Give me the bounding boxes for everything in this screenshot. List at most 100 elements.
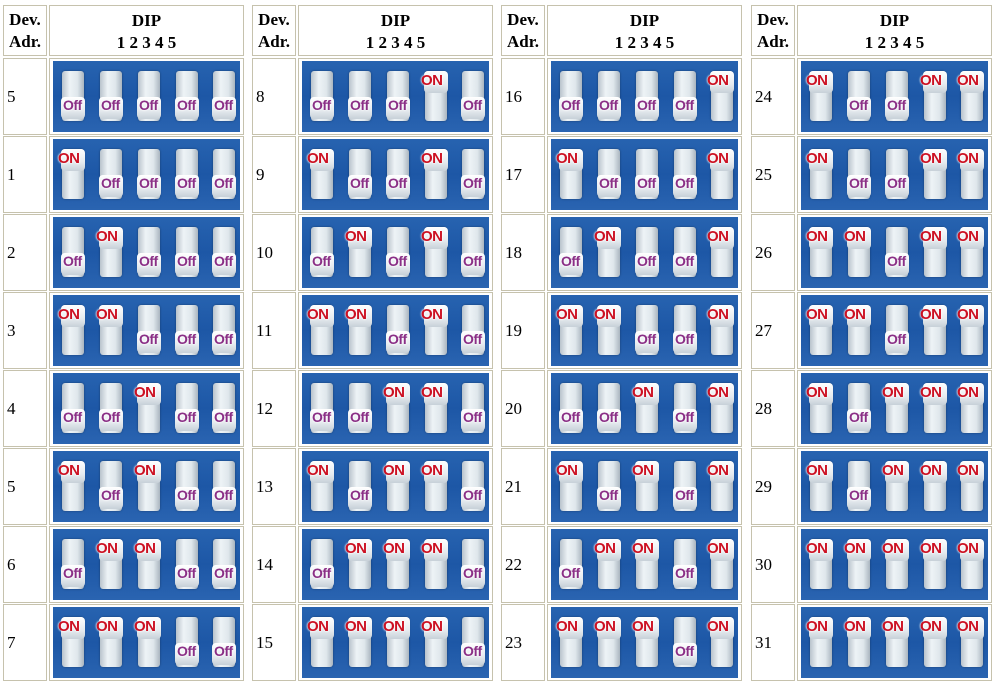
switch-lever [847, 539, 871, 561]
dip-switch-5: ON [707, 71, 734, 121]
switch-state-label: ON [421, 306, 443, 323]
dip-switch-4: ON [920, 617, 947, 667]
switch-state-label: ON [345, 306, 367, 323]
dip-switch-block: Off Off ON Off ON [551, 373, 738, 444]
dip-switch-1: Off [61, 71, 85, 121]
dip-switch-3: Off [635, 227, 659, 277]
dip-switch-4: ON [920, 149, 947, 199]
dip-switch-cell: ON Off Off ON ON [797, 136, 992, 213]
switch-lever [960, 617, 984, 639]
dip-switch-1: ON [307, 305, 334, 355]
device-address: 28 [755, 398, 772, 418]
device-address: 24 [755, 86, 772, 106]
switch-state-label: Off [849, 97, 868, 113]
switch-state-label: Off [177, 253, 196, 269]
switch-state-label: Off [849, 409, 868, 425]
switch-state-label: Off [675, 643, 694, 659]
switch-lever [885, 383, 909, 405]
switch-state-label: ON [421, 72, 443, 89]
dip-switch-2: Off [597, 383, 621, 433]
switch-state-label: Off [637, 175, 656, 191]
dip-switch-2: Off [99, 461, 123, 511]
header-dev-adr: Dev. Adr. [3, 5, 47, 56]
switch-state-label: Off [388, 175, 407, 191]
switch-state-label: ON [96, 618, 118, 635]
switch-lever [386, 383, 410, 405]
device-address-cell: 18 [501, 214, 545, 291]
dip-switch-1: Off [310, 539, 334, 589]
header-adr-label: Adr. [757, 32, 789, 51]
dip-switch-cell: ON Off ON Off Off [49, 448, 244, 525]
switch-state-label: Off [463, 565, 482, 581]
switch-lever [923, 383, 947, 405]
dip-switch-3: Off [386, 305, 410, 355]
switch-state-label: ON [134, 462, 156, 479]
switch-lever [960, 305, 984, 327]
switch-state-label: Off [675, 409, 694, 425]
switch-state-label: Off [675, 331, 694, 347]
dip-switch-block: Off ON ON ON Off [302, 529, 489, 600]
dip-switch-cell: Off ON ON ON Off [298, 526, 493, 603]
switch-lever [923, 71, 947, 93]
switch-lever [137, 331, 161, 353]
device-address-cell: 8 [252, 58, 296, 135]
switch-lever [348, 175, 372, 197]
switch-state-label: ON [707, 306, 729, 323]
switch-lever [809, 461, 833, 483]
device-address-cell: 26 [751, 214, 795, 291]
switch-lever [310, 617, 334, 639]
switch-state-label: ON [957, 228, 979, 245]
switch-state-label: Off [388, 97, 407, 113]
dip-switch-5: ON [707, 617, 734, 667]
switch-state-label: ON [806, 462, 828, 479]
switch-state-label: Off [63, 253, 82, 269]
dip-switch-3: Off [885, 71, 909, 121]
switch-state-label: ON [806, 72, 828, 89]
dip-switch-block: Off ON ON Off Off [53, 529, 240, 600]
dip-switch-5: Off [212, 305, 236, 355]
switch-lever [348, 487, 372, 509]
dip-switch-1: ON [556, 461, 583, 511]
switch-lever [137, 97, 161, 119]
dip-switch-4: ON [920, 461, 947, 511]
dip-switch-cell: ON Off Off Off Off [49, 136, 244, 213]
dip-switch-1: ON [806, 149, 833, 199]
switch-lever [175, 331, 199, 353]
switch-state-label: ON [957, 150, 979, 167]
switch-state-label: Off [214, 175, 233, 191]
dip-switch-3: Off [635, 149, 659, 199]
dip-switch-2: Off [597, 71, 621, 121]
switch-state-label: ON [421, 540, 443, 557]
switch-lever [673, 97, 697, 119]
dip-switch-5: ON [957, 383, 984, 433]
switch-lever [424, 617, 448, 639]
dip-switch-2: Off [847, 71, 871, 121]
dip-switch-cell: Off Off Off Off Off [49, 58, 244, 135]
switch-lever [923, 305, 947, 327]
dip-switch-1: Off [310, 383, 334, 433]
dip-switch-cell: ON ON Off ON ON [797, 292, 992, 369]
dip-switch-block: ON Off ON ON ON [801, 451, 988, 522]
dip-switch-2: Off [348, 149, 372, 199]
dip-switch-1: ON [556, 305, 583, 355]
header-dev-label: Dev. [507, 10, 539, 29]
switch-state-label: ON [707, 462, 729, 479]
switch-lever [310, 253, 334, 275]
switch-state-label: Off [350, 409, 369, 425]
switch-lever [99, 409, 123, 431]
dip-switch-2: ON [594, 227, 621, 277]
dip-switch-2: Off [99, 149, 123, 199]
switch-lever [673, 487, 697, 509]
header-dip-numbers: 1 2 3 4 5 [864, 33, 925, 52]
dip-switch-3: ON [882, 617, 909, 667]
switch-state-label: ON [844, 228, 866, 245]
switch-lever [386, 617, 410, 639]
switch-lever [710, 539, 734, 561]
switch-state-label: ON [58, 462, 80, 479]
switch-lever [386, 175, 410, 197]
switch-lever [597, 227, 621, 249]
switch-state-label: Off [350, 175, 369, 191]
dip-switch-cell: ON Off ON ON ON [797, 448, 992, 525]
switch-lever [960, 71, 984, 93]
dip-address-table: Dev. Adr. DIP 1 2 3 4 5 5 Off Off Off Off Off 1 ON O… [3, 5, 997, 687]
